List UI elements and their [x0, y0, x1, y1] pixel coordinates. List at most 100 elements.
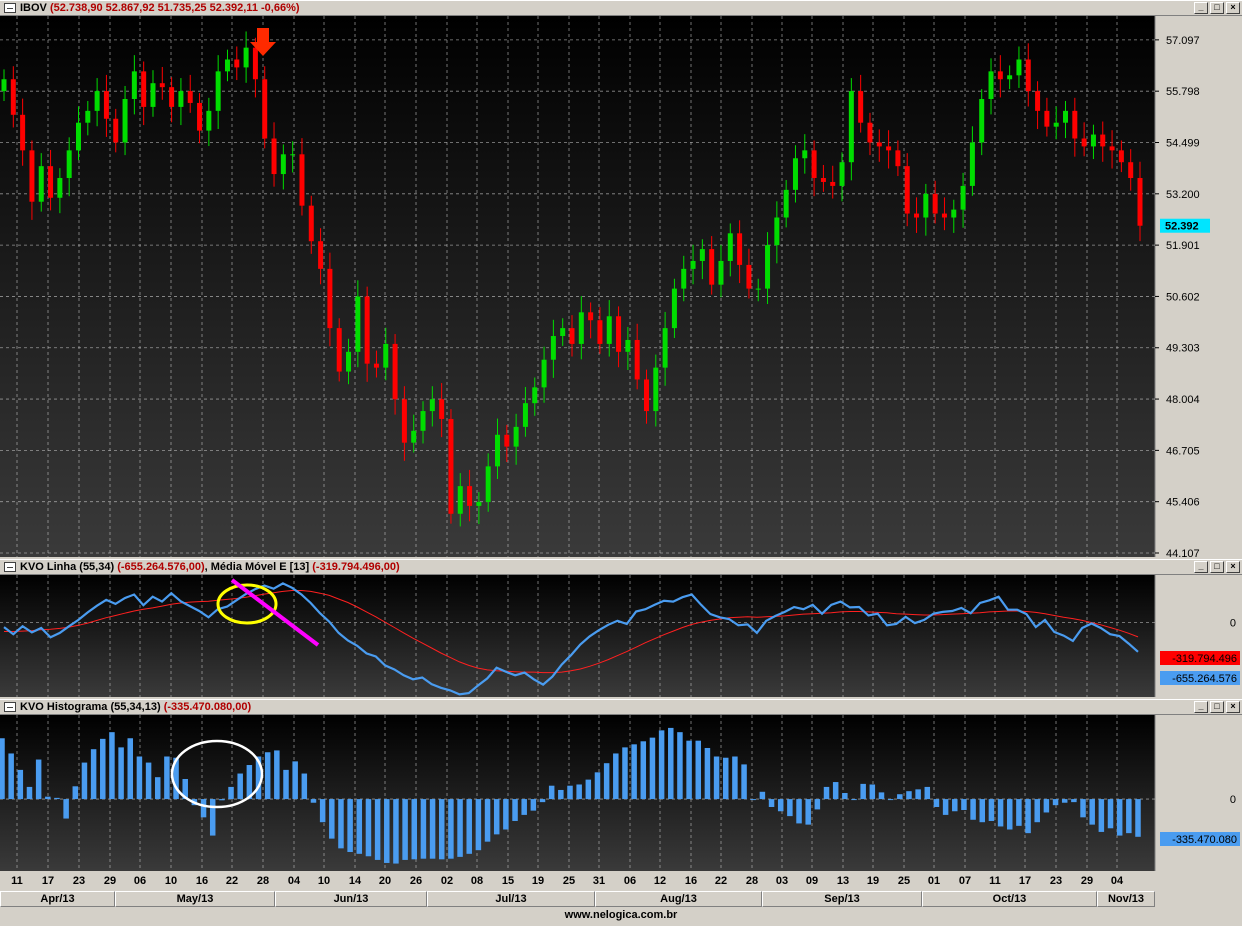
histogram-bar	[1080, 799, 1086, 818]
candle-body	[20, 114, 26, 151]
candle-body	[457, 486, 463, 514]
candle-body	[560, 328, 566, 337]
kvo-hist-title: KVO Histograma (55,34,13)	[20, 701, 161, 713]
histogram-bar	[338, 799, 344, 849]
panel-icon	[4, 3, 16, 13]
ma-line	[4, 590, 1139, 674]
day-tick-label: 28	[746, 875, 758, 887]
minimize-button[interactable]: _	[1194, 2, 1208, 14]
candle-body	[681, 268, 687, 289]
close-button[interactable]: ×	[1226, 561, 1240, 573]
candle-body	[448, 418, 454, 514]
candle-body	[299, 154, 305, 206]
maximize-button[interactable]: □	[1210, 701, 1224, 713]
day-tick-label: 08	[471, 875, 483, 887]
candle-body	[606, 316, 612, 344]
histogram-bar	[585, 779, 592, 800]
histogram-bar	[200, 799, 207, 818]
kvo-histogram-chart[interactable]: 0 -335.470.080	[0, 715, 1242, 871]
close-button[interactable]: ×	[1226, 2, 1240, 14]
histogram-bar	[393, 799, 399, 864]
histogram-bar	[1043, 799, 1050, 813]
histogram-bar	[8, 753, 14, 800]
kvo-ma-value: (-319.794.496,00)	[312, 561, 400, 573]
day-tick-label: 17	[1019, 875, 1031, 887]
candle-body	[513, 426, 519, 447]
kvo-line-value: (-655.264.576,00)	[117, 561, 205, 573]
histogram-bar	[0, 738, 5, 800]
minimize-button[interactable]: _	[1194, 701, 1208, 713]
day-tick-label: 25	[563, 875, 575, 887]
candle-body	[439, 399, 445, 419]
month-label: Aug/13	[595, 891, 762, 907]
kvo-line-chart[interactable]: 0 -319.794.496 -655.264.576	[0, 575, 1242, 697]
histogram-bar	[777, 799, 784, 812]
day-tick-label: 10	[165, 875, 177, 887]
kvo-line-titlebar: KVO Linha (55,34) (-655.264.576,00), Méd…	[0, 559, 1242, 575]
minimize-button[interactable]: _	[1194, 561, 1208, 573]
day-tick-label: 02	[441, 875, 453, 887]
histogram-bar	[732, 756, 738, 800]
maximize-button[interactable]: □	[1210, 2, 1224, 14]
candle-body	[252, 47, 258, 80]
histogram-bar	[970, 799, 976, 820]
candle-body	[504, 434, 510, 447]
candle-body	[988, 71, 994, 100]
panel-icon	[4, 702, 16, 712]
candle-body	[467, 486, 473, 506]
plot-background	[0, 16, 1155, 557]
histogram-bar	[182, 779, 188, 800]
candle-body	[578, 312, 584, 344]
day-tick-label: 04	[1111, 875, 1124, 887]
histogram-bar	[942, 799, 949, 815]
candle-body	[886, 146, 892, 151]
histogram-bar	[173, 757, 179, 800]
ma-value-label: -319.794.496	[1172, 653, 1237, 665]
histogram-bar	[420, 799, 427, 859]
histogram-bar	[1135, 799, 1141, 837]
candle-body	[420, 411, 426, 431]
candle-body	[643, 379, 649, 412]
candle-body	[979, 99, 985, 143]
candle-body	[103, 91, 109, 119]
candle-body	[969, 142, 975, 186]
price-chart[interactable]: 57.097 55.798 54.499 53.200 51.901 50.602 49.3…	[0, 16, 1242, 557]
histogram-bar	[869, 784, 876, 800]
histogram-bar	[154, 777, 161, 800]
y-tick-label: 55.798	[1166, 86, 1200, 98]
candle-body	[848, 91, 854, 163]
close-button[interactable]: ×	[1226, 701, 1240, 713]
last-price-badge	[1160, 218, 1210, 233]
day-tick-label: 29	[1081, 875, 1093, 887]
histogram-bar	[109, 732, 115, 800]
candle-body	[597, 320, 603, 344]
candle-body	[271, 138, 277, 175]
candle-body	[373, 363, 379, 368]
kvo-line	[3, 582, 1139, 696]
candle-body	[616, 316, 622, 352]
candle-body	[346, 351, 352, 372]
day-tick-label: 15	[502, 875, 514, 887]
plot-background	[0, 575, 1155, 697]
histogram-bar	[493, 799, 500, 835]
histogram-bar	[860, 783, 866, 800]
candle-body	[941, 213, 947, 218]
day-tick-label: 25	[898, 875, 910, 887]
candle-body	[308, 205, 314, 242]
yellow-circle-annotation	[216, 583, 278, 625]
candle-body	[38, 166, 44, 202]
month-label: Jul/13	[427, 891, 595, 907]
histogram-bar	[814, 799, 821, 810]
histogram-bar	[512, 799, 518, 821]
candle-body	[625, 339, 631, 352]
candle-body	[1137, 178, 1143, 226]
candle-body	[765, 245, 771, 289]
candle-body	[550, 336, 556, 360]
candle-body	[709, 249, 715, 285]
histogram-bar	[503, 799, 509, 830]
candle-body	[243, 47, 249, 68]
histogram-bar	[1116, 799, 1123, 836]
maximize-button[interactable]: □	[1210, 561, 1224, 573]
panel-icon	[4, 562, 16, 572]
candle-body	[904, 166, 910, 214]
